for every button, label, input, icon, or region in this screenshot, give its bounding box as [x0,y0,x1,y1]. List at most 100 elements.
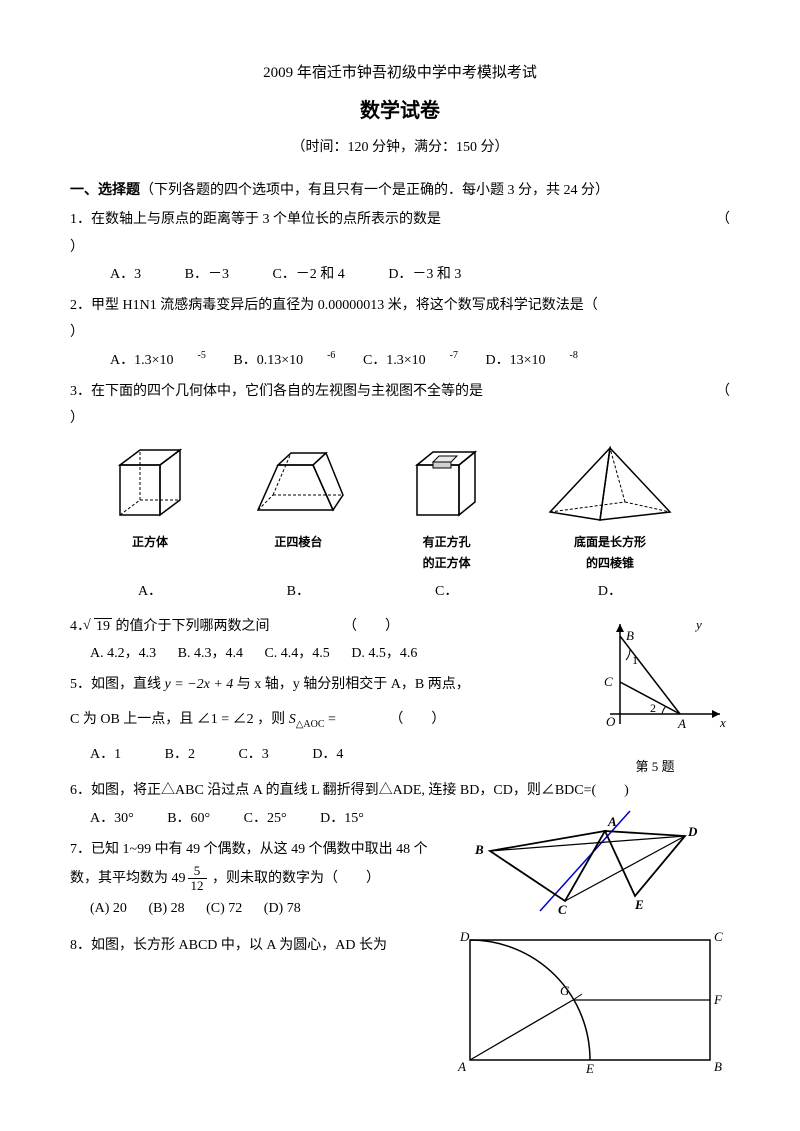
q4-options: A. 4.2，4.3 B. 4.3，4.4 C. 4.4，4.5 D. 4.5，… [70,641,580,666]
cube-icon [100,440,200,530]
q5-paren: （ ） [389,712,445,727]
q7-optB: (B) 28 [148,896,184,921]
q5-options: A．1 B．2 C．3 D．4 [70,742,580,767]
q3-optC: C． [397,579,497,604]
q7-frac-den: 12 [188,879,207,893]
section-1-rest: （下列各题的四个选项中，有且只有一个是正确的．每小题 3 分，共 24 分） [140,183,609,198]
section-1-heading: 一、选择题（下列各题的四个选项中，有且只有一个是正确的．每小题 3 分，共 24… [70,178,730,203]
q5-figure-wrap: y x O A B C 1 2 第 5 题 [580,614,730,779]
q3-optD: D． [540,579,680,604]
q7-frac-num: 5 [188,864,207,879]
q6-optB: B．60° [167,806,210,831]
q3-shape4-label-l1: 底面是长方形 [540,532,680,554]
sqrt-icon: 19 [91,614,112,639]
q5-line2-pre: C 为 OB 上一点，且 ∠1 = ∠2 ，则 [70,712,289,727]
q5-fig-B: B [626,628,634,643]
q4-text: 4．19 的值介于下列哪两数之间 （ ） [70,614,580,639]
q2-optA-pre: A．1.3×10 [110,348,174,373]
q3-shape-cube: 正方体 [100,440,200,575]
q2-optD: D．13×10-8 [486,347,578,373]
q5-optB: B．2 [165,742,195,767]
q7-optC: (C) 72 [206,896,242,921]
q7-line2-pre: 数，其平均数为 49 [70,871,186,886]
q6-figure: A B C D E [450,806,700,916]
q4-post: 的值介于下列哪两数之间 [112,619,270,634]
q3-shape-pyramid: 底面是长方形 的四棱锥 [540,440,680,575]
q8-fig-E: E [585,1061,594,1075]
q5-optC: C．3 [238,742,268,767]
q6-fig-C: C [558,902,567,916]
q7-line2-post: ，则未取的数字为（ ） [209,871,381,886]
q2-optD-pre: D．13×10 [486,348,546,373]
q5-line2: C 为 OB 上一点，且 ∠1 = ∠2 ，则 S△AOC = （ ） [70,707,580,734]
q1-optB: B．－3 [185,262,229,287]
section-1-bold: 一、选择题 [70,183,140,198]
q3-optA: A． [100,579,200,604]
q5-fig-C: C [604,674,613,689]
q2-optB: B．0.13×10 -6 [233,347,335,373]
q3-text-row: 3．在下面的四个几何体中，它们各自的左视图与主视图不全等的是 （ [70,379,730,404]
q7-line2: 数，其平均数为 49512 ，则未取的数字为（ ） [70,864,450,894]
q1-text-row: 1．在数轴上与原点的距离等于 3 个单位长的点所表示的数是 （ [70,207,730,232]
question-1: 1．在数轴上与原点的距离等于 3 个单位长的点所表示的数是 （ ） A．3 B．… [70,207,730,287]
q5-line1-pre: 5．如图，直线 [70,677,165,692]
q2-options: A．1.3×10-5 B．0.13×10 -6 C．1.3×10 -7 D．13×1… [70,347,730,373]
q5-line2-eq: = [325,712,336,727]
q8-fig-F: F [713,992,723,1007]
q4-paren: （ ） [343,619,399,634]
question-8: 8．如图，长方形 ABCD 中，以 A 为圆心，AD 长为 [70,933,450,958]
q8-fig-A: A [457,1059,466,1074]
q2-optB-pre: B．0.13×10 [233,348,303,373]
q8-figure: D C A B E F G [450,925,730,1075]
q5-figure: y x O A B C 1 2 [580,614,730,744]
q3-option-labels: A． B． C． D． [100,579,680,604]
q4-optB: B. 4.3，4.4 [178,641,243,666]
q4-optD: D. 4.5，4.6 [351,641,417,666]
q5-line1: 5．如图，直线 y = −2x + 4 与 x 轴，y 轴分别相交于 A，B 两… [70,672,580,697]
q5-fig-ang1: 1 [632,653,638,667]
q2-optC-sup: -7 [450,350,458,361]
q2-text: 2．甲型 H1N1 流感病毒变异后的直径为 0.00000013 米，将这个数写… [70,293,730,318]
q6-options: A．30° B．60° C．25° D．15° [70,806,450,831]
q3-paren-close: ） [70,411,84,426]
pyramid-icon [540,440,680,530]
q6-fig-E: E [634,897,644,912]
q1-paren-close: ） [70,240,84,255]
q5-fig-caption: 第 5 题 [580,755,730,778]
q8-fig-G: G [560,983,570,998]
question-5: 5．如图，直线 y = −2x + 4 与 x 轴，y 轴分别相交于 A，B 两… [70,672,580,767]
q5-fig-x: x [719,715,726,730]
q2-paren-close: ） [70,325,84,340]
q2-optB-sup: -6 [327,350,335,361]
q7-options: (A) 20 (B) 28 (C) 72 (D) 78 [70,896,450,921]
fraction-icon: 512 [188,864,207,894]
q3-text: 3．在下面的四个几何体中，它们各自的左视图与主视图不全等的是 [70,384,483,399]
q2-optC-pre: C．1.3×10 [363,348,426,373]
q6-fig-B: B [474,842,484,857]
q3-shape-cube-hole: 有正方孔 的正方体 [397,440,497,575]
q3-optB: B． [243,579,353,604]
q1-paren-open: （ [716,207,730,232]
q1-text: 1．在数轴上与原点的距离等于 3 个单位长的点所表示的数是 [70,212,441,227]
exam-school-line: 2009 年宿迁市钟吾初级中学中考模拟考试 [70,60,730,87]
q6-optC: C．25° [244,806,287,831]
cube-hole-icon [397,440,497,530]
q6-optA: A．30° [90,806,134,831]
q5-fig-A: A [677,716,686,731]
q8-text: 8．如图，长方形 ABCD 中，以 A 为圆心，AD 长为 [70,933,450,958]
q5-line1-post: 与 x 轴，y 轴分别相交于 A，B 两点， [233,677,469,692]
exam-title: 数学试卷 [70,93,730,129]
q6-text: 6．如图，将正△ABC 沿过点 A 的直线 L 翻折得到△ADE, 连接 BD，… [70,778,730,803]
q5-line2-sub: △AOC [296,719,325,730]
q2-optA: A．1.3×10-5 [110,347,206,373]
q3-shape3-label-l1: 有正方孔 [397,532,497,554]
q4-optA: A. 4.2，4.3 [90,641,156,666]
q1-optC: C．－2 和 4 [272,262,344,287]
q3-shapes: 正方体 正四棱台 有正方孔 的正方体 [100,440,680,575]
q3-shape1-label: 正方体 [100,532,200,554]
q3-shape2-label: 正四棱台 [243,532,353,554]
q5-optA: A．1 [90,742,121,767]
q7-optD: (D) 78 [264,896,301,921]
question-4: 4．19 的值介于下列哪两数之间 （ ） A. 4.2，4.3 B. 4.3，4… [70,614,580,666]
q6-optD: D．15° [320,806,364,831]
